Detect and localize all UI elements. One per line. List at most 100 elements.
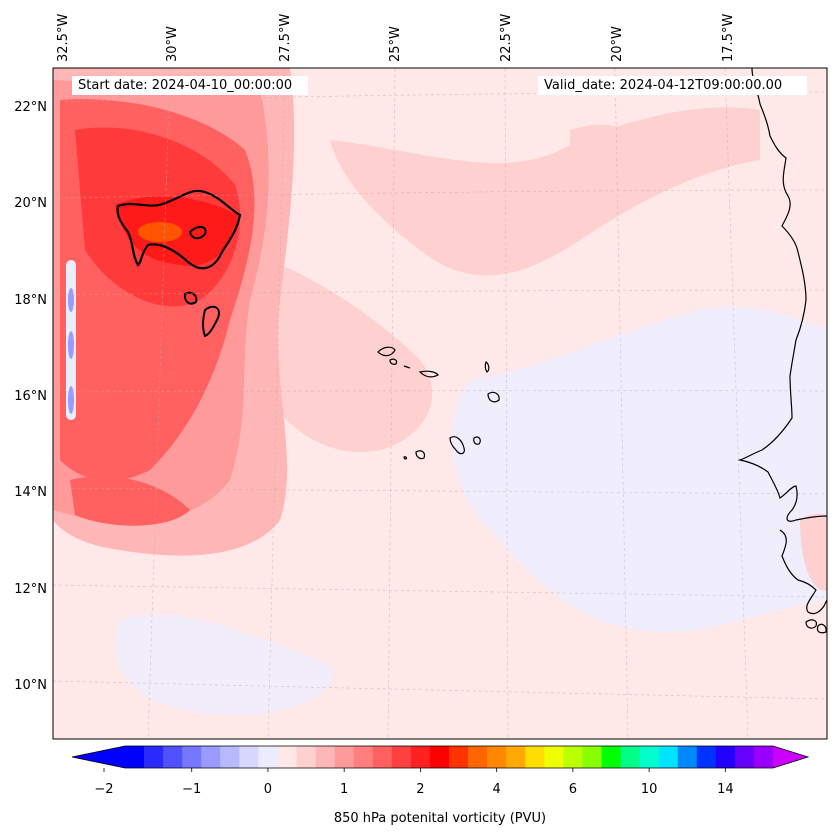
pv-contour-main — [116, 189, 242, 270]
colorbar-segment — [696, 746, 717, 768]
pv-contour-small-2 — [183, 291, 198, 305]
pv-patch-coast — [800, 513, 827, 591]
gridline-lat-14n — [53, 487, 827, 495]
gridline-lat-12n — [53, 584, 827, 598]
gridline-lon-17-5w — [724, 68, 749, 739]
colorbar-segment — [201, 746, 221, 768]
colorbar-ticks: −2 −1 0 1 2 4 6 10 14 — [94, 768, 734, 797]
colorbar-segment — [410, 746, 431, 768]
colorbar-segment — [258, 746, 278, 768]
colorbar-tick-label: −1 — [182, 782, 201, 797]
gridline-lon-30w — [147, 68, 171, 739]
colorbar-tick-label: 0 — [264, 782, 272, 797]
island-santo-antao — [377, 346, 396, 357]
colorbar-segment — [601, 746, 622, 768]
colorbar-segments — [125, 746, 774, 768]
colorbar-label: 850 hPa potenital vorticity (PVU) — [334, 811, 546, 826]
lon-label-30w: 30°W — [165, 26, 180, 62]
colorbar-outline — [71, 745, 810, 769]
gridlines — [53, 68, 827, 739]
colorbar-segment — [582, 746, 602, 768]
colorbar-segment — [544, 746, 564, 768]
lat-label-12n: 12°N — [14, 582, 47, 597]
colorbar-segment — [125, 746, 145, 768]
colorbar-segment — [315, 746, 336, 768]
lat-label-22n: 22°N — [14, 100, 47, 115]
gridline-lat-18n — [53, 289, 827, 296]
lon-label-20w: 20°W — [610, 26, 625, 62]
lat-label-20n: 20°N — [14, 196, 47, 211]
pv-patch-south — [70, 476, 190, 526]
colorbar-tick-label: 4 — [493, 782, 501, 797]
lon-label-17-5w: 17.5°W — [721, 14, 736, 62]
colorbar-segment — [277, 746, 298, 768]
map-frame — [52, 67, 828, 740]
colorbar-segment — [468, 746, 488, 768]
colorbar-tick-label: 10 — [641, 782, 658, 797]
island-maio — [473, 436, 481, 445]
colorbar-segment — [525, 746, 545, 768]
pv-negative-spot-2 — [68, 331, 74, 359]
west-african-coastline — [737, 68, 827, 522]
lon-label-27-5w: 27.5°W — [278, 14, 293, 62]
colorbar-segment — [163, 746, 183, 768]
island-boa-vista — [487, 391, 500, 403]
start-date-label: Start date: 2024-04-10_00:00:00 — [72, 76, 308, 95]
lat-label-16n: 16°N — [14, 389, 47, 404]
lon-label-25w: 25°W — [388, 26, 403, 62]
pv-negative-spot-3 — [68, 386, 74, 414]
colorbar-segment — [239, 746, 259, 768]
lon-label-32-5w: 32.5°W — [56, 14, 71, 62]
coastline-guinea-islands — [805, 619, 827, 634]
lat-label-14n: 14°N — [14, 485, 47, 500]
colorbar-tick-label: 1 — [340, 782, 348, 797]
gridline-lon-27-5w — [267, 68, 286, 739]
island-sao-nicolau — [418, 370, 439, 378]
pv-negative-area-east — [451, 307, 827, 633]
pv-negative-spot-1 — [68, 288, 74, 312]
coastline-guinea-bissau — [779, 529, 827, 615]
lon-label-22-5w: 22.5°W — [499, 14, 514, 62]
colorbar-segment — [296, 746, 317, 768]
pv-field — [53, 68, 827, 739]
colorbar-segment — [734, 746, 755, 768]
colorbar-segment — [715, 746, 736, 768]
pv-core-orange — [138, 222, 182, 242]
island-fogo — [415, 450, 426, 460]
pv-contour-small-3 — [202, 305, 220, 338]
colorbar-segment — [563, 746, 583, 768]
colorbar-tick-label: 2 — [416, 782, 424, 797]
colorbar-segment — [182, 746, 202, 768]
colorbar-segment — [449, 746, 469, 768]
colorbar-extend-min — [72, 746, 125, 768]
colorbar-segment — [353, 746, 374, 768]
gridline-lat-10n — [53, 680, 827, 700]
valid-date-label: Valid_date: 2024-04-12T09:00:00.00 — [538, 76, 807, 95]
colorbar-segment — [639, 746, 660, 768]
island-sao-vicente — [389, 358, 398, 365]
colorbar-tick-label: −2 — [94, 782, 113, 797]
colorbar: −2 −1 0 1 2 4 6 10 14 850 hPa potenital vorticit… — [71, 745, 810, 826]
colorbar-extend-max — [773, 746, 808, 768]
colorbar-segment — [391, 746, 412, 768]
pv-band-central — [270, 260, 433, 452]
island-sal — [484, 361, 490, 373]
longitude-labels: 32.5°W 30°W 27.5°W 25°W 22.5°W 20°W 17.5… — [56, 14, 736, 62]
cape-verde-islands — [377, 346, 500, 460]
colorbar-segment — [372, 746, 393, 768]
colorbar-segment — [429, 746, 450, 768]
pv-negative-area-south — [116, 614, 333, 716]
colorbar-segment — [334, 746, 355, 768]
island-santa-luzia — [403, 365, 411, 369]
gridline-lat-16n — [53, 390, 827, 393]
colorbar-tick-label: 14 — [717, 782, 734, 797]
colorbar-segment — [506, 746, 526, 768]
colorbar-segment — [677, 746, 698, 768]
latitude-labels: 22°N 20°N 18°N 16°N 14°N 12°N 10°N — [14, 100, 47, 693]
colorbar-tick-label: 6 — [569, 782, 577, 797]
island-santiago — [449, 436, 465, 455]
island-brava — [403, 456, 407, 460]
colorbar-segment — [658, 746, 679, 768]
pv-patch-north — [570, 124, 640, 158]
